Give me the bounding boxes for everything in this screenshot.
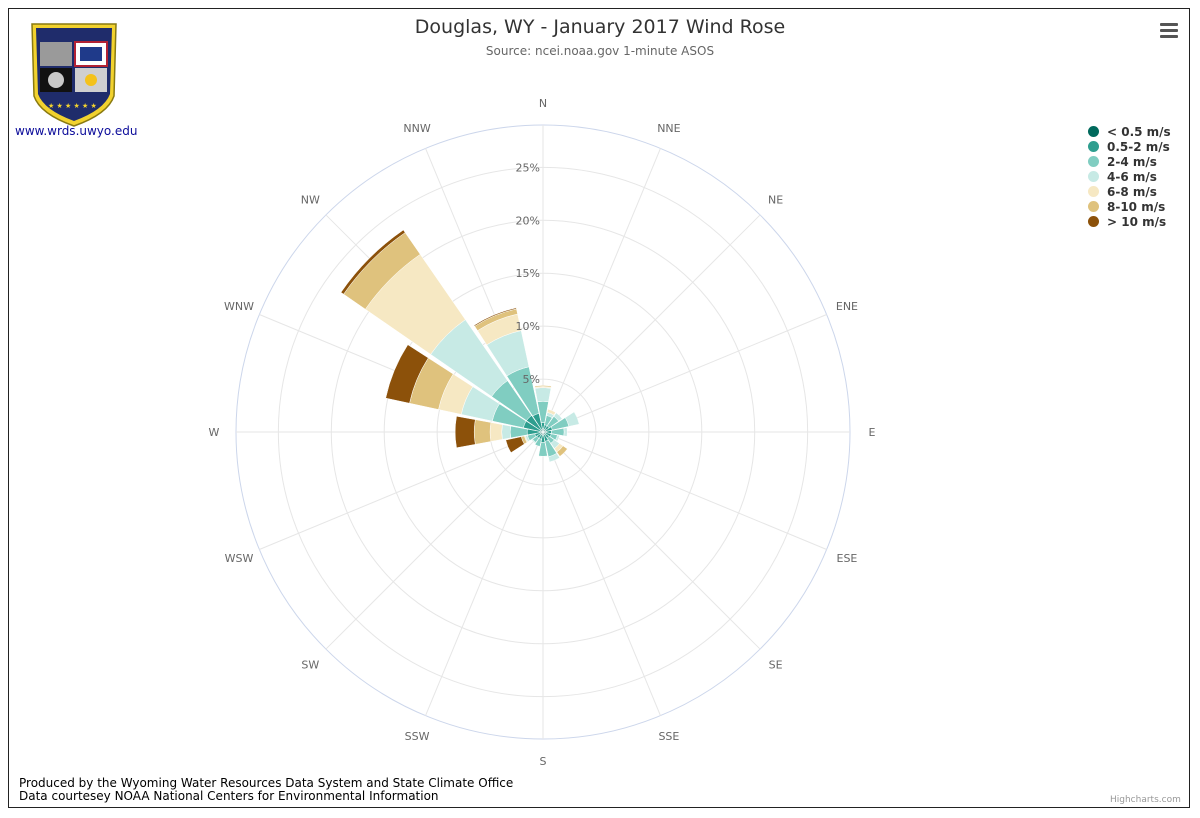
legend-item[interactable]: > 10 m/s xyxy=(1088,214,1171,229)
radial-tick-label: 15% xyxy=(516,267,540,280)
direction-label-se: SE xyxy=(769,659,783,672)
radial-tick-label: 10% xyxy=(516,320,540,333)
chart-frame xyxy=(8,8,1190,808)
grid-spoke xyxy=(542,148,661,433)
wedge-nw-series-6 xyxy=(340,229,406,295)
legend-symbol xyxy=(1088,216,1099,227)
footer-credits: Produced by the Wyoming Water Resources … xyxy=(19,777,513,803)
direction-label-ese: ESE xyxy=(837,552,858,565)
grid-spoke xyxy=(542,431,761,650)
radial-tick-label: 5% xyxy=(523,373,540,386)
legend-symbol xyxy=(1088,201,1099,212)
legend-item[interactable]: 0.5-2 m/s xyxy=(1088,139,1171,154)
highcharts-credit-link[interactable]: Highcharts.com xyxy=(1110,795,1181,805)
grid-spoke xyxy=(259,431,544,550)
direction-label-sw: SW xyxy=(301,659,319,672)
legend-label: 0.5-2 m/s xyxy=(1107,139,1170,154)
legend-item[interactable]: 6-8 m/s xyxy=(1088,184,1171,199)
legend-symbol xyxy=(1088,126,1099,137)
grid-spoke xyxy=(325,431,544,650)
grid-spoke xyxy=(542,314,827,433)
wedge-sse-series-3 xyxy=(548,452,560,463)
wedge-se-series-5 xyxy=(556,445,568,457)
radial-tick-label: 20% xyxy=(516,214,540,227)
wedge-w-series-4 xyxy=(489,422,503,442)
direction-label-wnw: WNW xyxy=(224,300,254,313)
footer-line-2: Data courtesey NOAA National Centers for… xyxy=(19,789,439,803)
wedge-w-series-3 xyxy=(501,424,512,440)
wedge-n-series-5 xyxy=(534,385,552,388)
climate-office-logo: ★ ★ ★ ★ ★ ★ xyxy=(31,23,117,127)
wedge-n-series-3 xyxy=(534,387,552,403)
legend-symbol xyxy=(1088,186,1099,197)
direction-label-wsw: WSW xyxy=(225,552,254,565)
legend-item[interactable]: 8-10 m/s xyxy=(1088,199,1171,214)
legend-item[interactable]: < 0.5 m/s xyxy=(1088,124,1171,139)
grid-spoke xyxy=(542,214,761,433)
direction-label-ssw: SSW xyxy=(405,730,430,743)
legend-label: > 10 m/s xyxy=(1107,214,1167,229)
direction-label-s: S xyxy=(540,755,547,768)
legend-label: 6-8 m/s xyxy=(1107,184,1157,199)
direction-label-w: W xyxy=(209,426,220,439)
legend-item[interactable]: 2-4 m/s xyxy=(1088,154,1171,169)
legend-label: 8-10 m/s xyxy=(1107,199,1166,214)
direction-label-nnw: NNW xyxy=(403,122,430,135)
chart-title: Douglas, WY - January 2017 Wind Rose xyxy=(414,16,786,38)
direction-label-sse: SSE xyxy=(658,730,679,743)
chart-subtitle: Source: ncei.noaa.gov 1-minute ASOS xyxy=(485,44,715,58)
legend-label: 2-4 m/s xyxy=(1107,154,1157,169)
wedge-e-series-3 xyxy=(563,427,568,437)
wedge-nne-series-4 xyxy=(546,408,556,416)
wedge-ne-series-3 xyxy=(553,412,563,422)
grid-spoke xyxy=(425,431,544,716)
legend-item[interactable]: 4-6 m/s xyxy=(1088,169,1171,184)
direction-label-ne: NE xyxy=(768,193,783,206)
hamburger-menu-icon[interactable] xyxy=(1158,20,1180,40)
grid-spoke xyxy=(542,431,661,716)
wedge-sw-series-3 xyxy=(531,438,537,444)
wedge-ssw-series-2 xyxy=(534,437,542,447)
direction-label-e: E xyxy=(869,426,876,439)
wedge-w-series-6 xyxy=(454,415,476,449)
wedge-s-series-2 xyxy=(538,442,548,457)
direction-label-nne: NNE xyxy=(657,122,680,135)
wedge-wnw-series-6 xyxy=(385,344,429,404)
legend-label: < 0.5 m/s xyxy=(1107,124,1171,139)
wedge-ese-series-3 xyxy=(555,434,560,442)
logo-link[interactable]: www.wrds.uwyo.edu xyxy=(15,124,138,138)
logo-stars: ★ ★ ★ ★ ★ ★ xyxy=(48,102,97,110)
wedge-ene-series-3 xyxy=(564,411,580,427)
legend-symbol xyxy=(1088,156,1099,167)
legend-symbol xyxy=(1088,141,1099,152)
direction-label-n: N xyxy=(539,97,547,110)
wedge-nnw-series-6 xyxy=(473,307,517,327)
wedge-wsw-series-6 xyxy=(505,436,525,454)
legend-symbol xyxy=(1088,171,1099,182)
direction-label-ene: ENE xyxy=(836,300,858,313)
grid-spoke xyxy=(542,431,827,550)
legend: < 0.5 m/s 0.5-2 m/s 2-4 m/s 4-6 m/s 6-8 m/s 8… xyxy=(1088,124,1171,229)
footer-line-1: Produced by the Wyoming Water Resources … xyxy=(19,776,514,790)
radial-tick-label: 25% xyxy=(516,161,540,174)
wedge-w-series-5 xyxy=(473,419,492,445)
legend-label: 4-6 m/s xyxy=(1107,169,1157,184)
direction-label-nw: NW xyxy=(301,193,320,206)
